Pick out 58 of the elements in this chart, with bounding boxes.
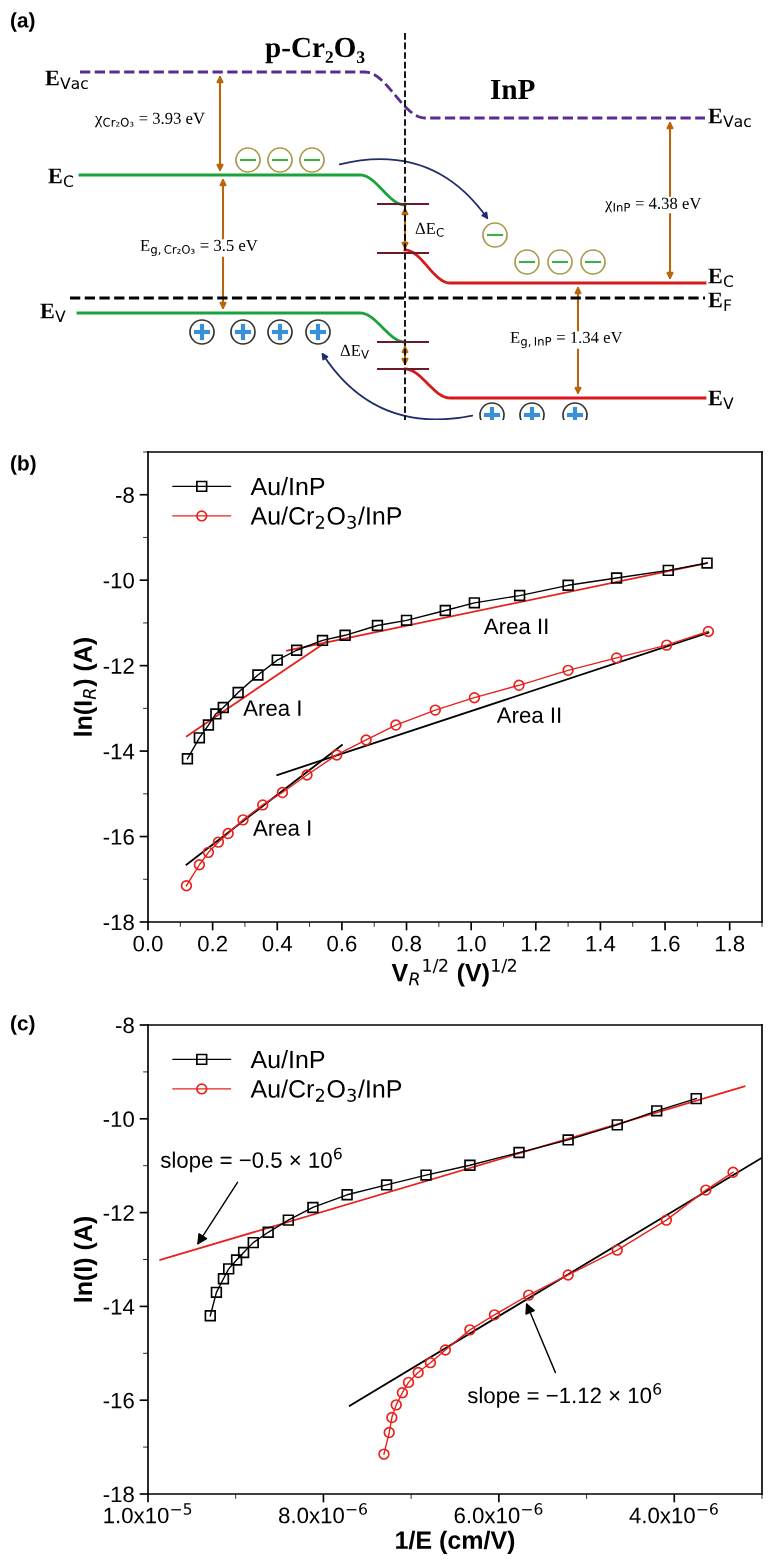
y-tick-label: -18 [103, 914, 134, 931]
chart-title: (b) [11, 455, 36, 475]
y-tick-label: -8 [116, 487, 134, 503]
y-tick-label: -8 [116, 1017, 134, 1034]
x-tick-label: 6.0x10$^{−6}$ [454, 1503, 543, 1524]
x-tick-label: 0.4 [262, 935, 293, 952]
y-tick-label: -10 [103, 572, 134, 589]
annotation: Area I [243, 700, 301, 716]
legend-label: Au/InP [250, 1050, 325, 1069]
annotation: Area II [496, 707, 561, 724]
x-tick-label: 8.0x10$^{−6}$ [279, 1503, 367, 1524]
x-tick-label: 0.2 [198, 935, 227, 952]
annotation: Area I [253, 820, 311, 836]
text: p-Cr₂O₃ [265, 37, 365, 64]
y-tick-label: -16 [103, 1392, 134, 1409]
x-tick-label: 1.6 [651, 935, 680, 952]
y-tick-label: -14 [103, 1299, 135, 1315]
y-tick-label: -14 [103, 743, 135, 760]
text: E$_{C}$ [48, 168, 74, 188]
y-tick-label: -16 [103, 829, 134, 845]
text: ΔE$_{C}$ [415, 222, 444, 237]
y-tick-label: -18 [103, 1486, 134, 1503]
legend-label: Au/Cr$_{2}$O$_{3}$/InP [250, 506, 402, 529]
x-tick-label: 1.4 [586, 936, 616, 952]
x-axis-title: 1/E (cm/V) [396, 1530, 515, 1554]
x-axis-title: V$_{R}$$^{1/2}$ (V)$^{1/2}$ [391, 958, 516, 987]
y-axis-title: ln(I$_{R}$) (A) [73, 638, 97, 736]
x-tick-label: 1.2 [522, 935, 551, 952]
text: E$_{Vac}$ [45, 70, 88, 90]
text: E$_{F}$ [708, 292, 732, 311]
text: E$_{Vac}$ [708, 108, 751, 128]
y-tick-label: -12 [103, 1205, 134, 1221]
text: InP [490, 79, 535, 100]
y-axis-title: ln(I) (A) [73, 1217, 98, 1302]
text: E$_{V}$ [40, 303, 66, 322]
x-tick-label: 0.6 [327, 935, 357, 952]
x-tick-label: 0.0 [133, 935, 163, 952]
x-tick-label: 1.8 [715, 935, 745, 952]
legend-label: Au/Cr$_{2}$O$_{3}$/InP [250, 1079, 402, 1102]
annotation: slope = −0.5 × 10$^{6}$ [160, 1147, 342, 1173]
y-tick-label: -10 [103, 1111, 134, 1128]
x-tick-label: 0.8 [391, 935, 422, 952]
x-tick-label: 1.0 [457, 935, 486, 952]
text: χ$_{InP}$ = 4.38 eV [604, 197, 702, 213]
annotation: Area II [483, 618, 548, 635]
text: E$_{g,Cr₂O₃}$ = 3.5 eV [140, 239, 258, 257]
text: ΔE$_{V}$ [340, 344, 369, 359]
text: χ$_{Cr₂O₃}$ = 3.93 eV [94, 112, 205, 128]
x-tick-label: 4.0x10$^{−6}$ [629, 1503, 718, 1524]
legend-label: Au/InP [250, 477, 325, 496]
x-tick-label: 1.0x10$^{−5}$ [104, 1503, 192, 1524]
text: (a) [11, 12, 35, 32]
text: E$_{V}$ [708, 390, 734, 409]
annotation: slope = −1.12 × 10$^{6}$ [467, 1383, 662, 1408]
text: E$_{C}$ [708, 268, 734, 288]
chart-title: (c) [11, 1015, 35, 1035]
text: E$_{g,InP}$ = 1.34 eV [510, 331, 623, 349]
y-tick-label: -12 [103, 658, 134, 674]
